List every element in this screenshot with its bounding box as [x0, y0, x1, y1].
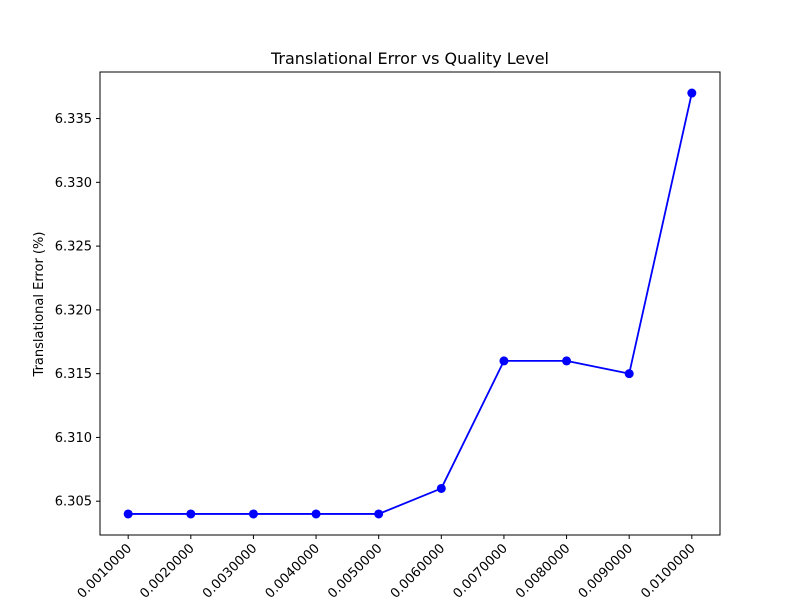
plot-area-frame [99, 71, 721, 536]
x-tick-label: 0.0030000 [200, 541, 260, 600]
x-tick-label: 0.0080000 [513, 541, 573, 600]
data-point [374, 509, 384, 519]
data-point [436, 483, 446, 493]
y-tick-label: 6.305 [55, 495, 92, 510]
data-point [499, 356, 509, 366]
x-tick-label: 0.0100000 [638, 541, 698, 600]
x-tick-label: 0.0010000 [75, 541, 135, 600]
series-line [128, 92, 693, 515]
data-point [624, 369, 634, 379]
chart-title: Translational Error vs Quality Level [270, 49, 549, 68]
y-tick-label: 6.320 [55, 303, 92, 318]
data-point [123, 509, 133, 519]
data-point [687, 88, 697, 98]
x-tick-label: 0.0020000 [137, 541, 197, 600]
x-tick-label: 0.0090000 [576, 541, 636, 600]
y-tick-label: 6.330 [55, 176, 92, 191]
x-tick-label: 0.0070000 [450, 541, 510, 600]
y-tick-label: 6.325 [55, 240, 92, 255]
y-axis-ticks: 6.305 6.310 6.315 6.320 6.325 6.330 6.335 [55, 112, 100, 510]
x-tick-label: 0.0040000 [263, 541, 323, 600]
x-axis-ticks: 0.0010000 0.0020000 0.0030000 0.0040000 0.00… [75, 535, 699, 602]
y-tick-label: 6.335 [55, 112, 92, 127]
y-tick-label: 6.310 [55, 431, 92, 446]
x-tick-label: 0.0050000 [325, 541, 385, 600]
y-tick-label: 6.315 [55, 367, 92, 382]
data-point [186, 509, 196, 519]
y-axis-label: Translational Error (%) [32, 232, 47, 378]
x-tick-label: 0.0060000 [388, 541, 448, 600]
data-point [248, 509, 258, 519]
series-layer [123, 88, 697, 519]
data-point [562, 356, 572, 366]
data-point [311, 509, 321, 519]
